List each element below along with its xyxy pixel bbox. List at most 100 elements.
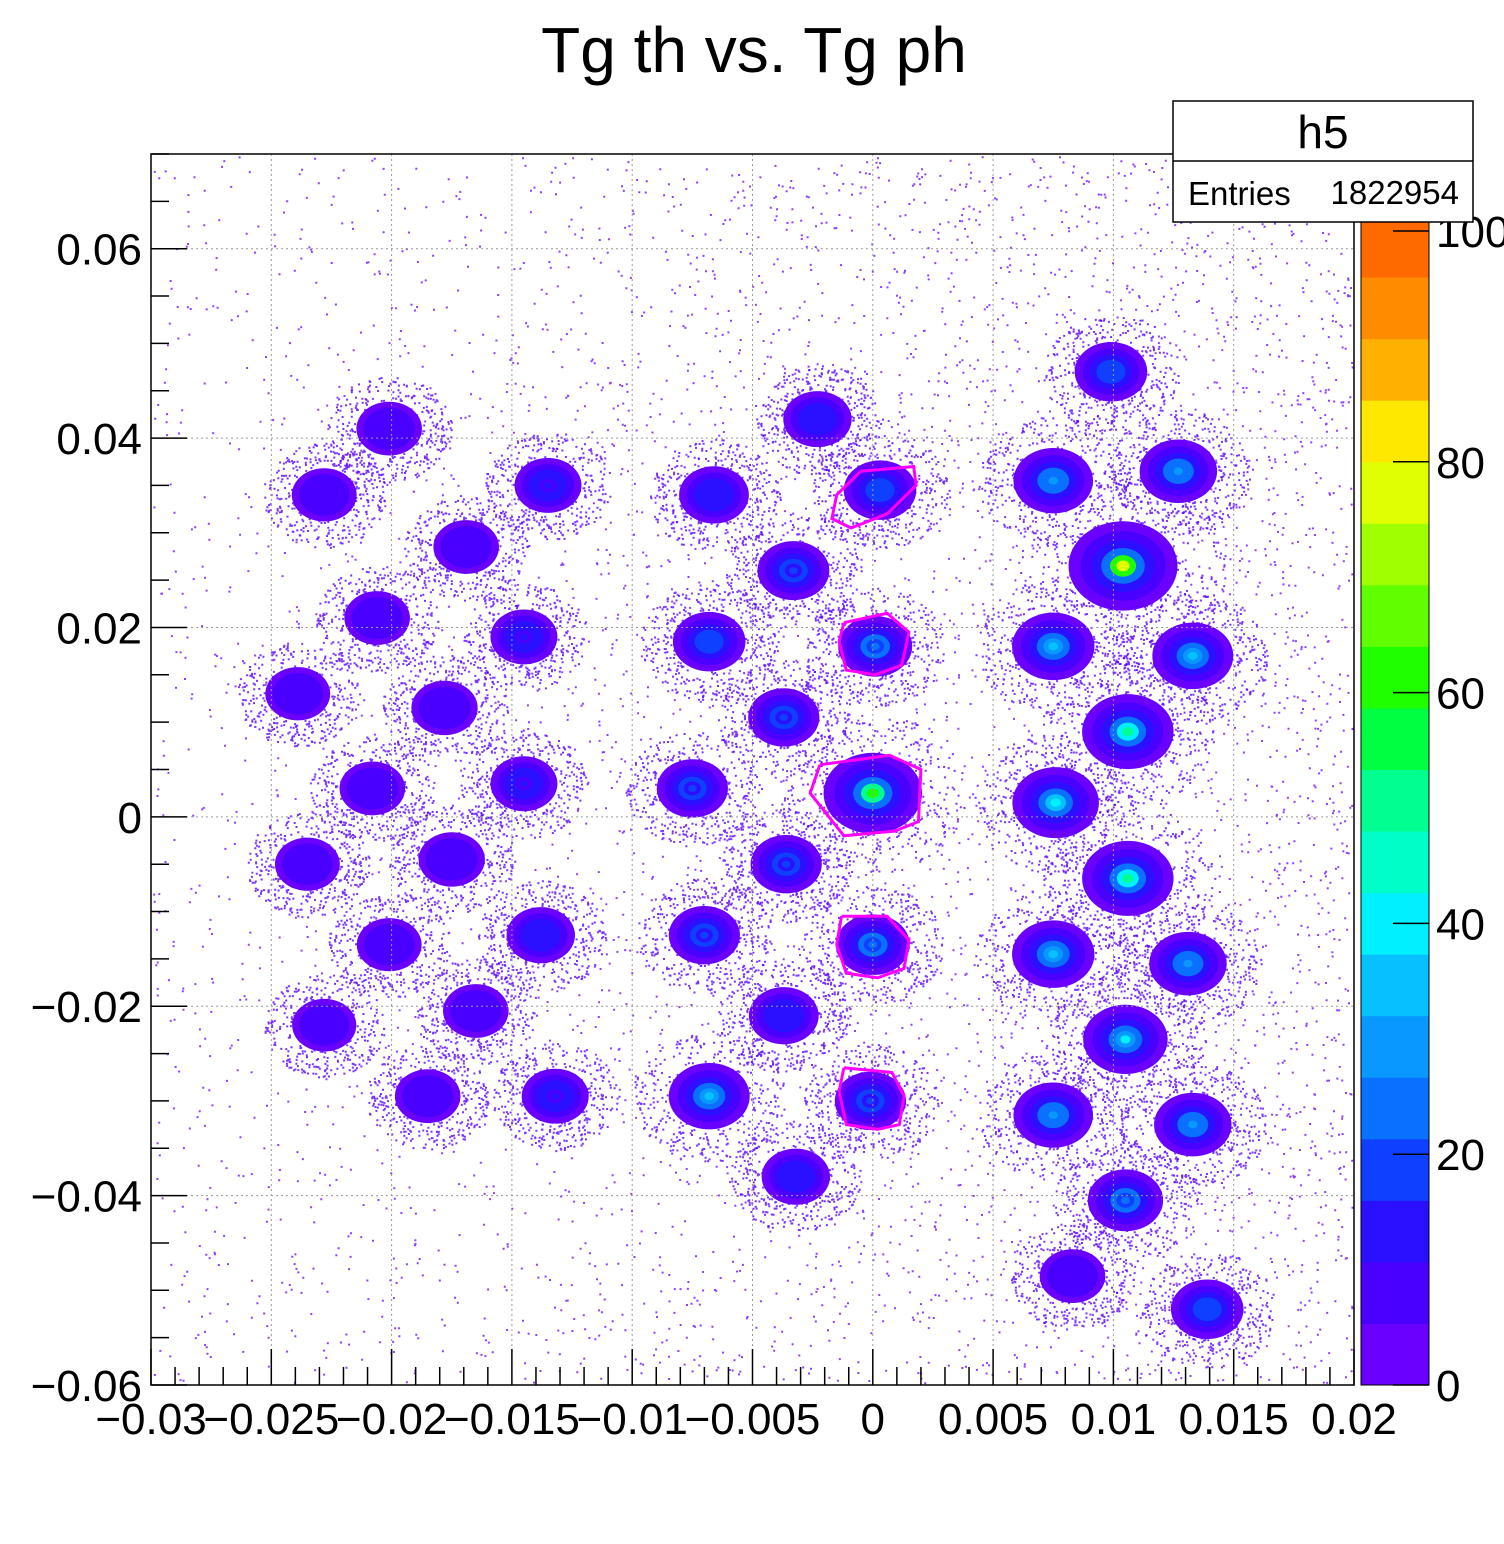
peak-halo — [720, 807, 854, 924]
peak-level — [368, 785, 377, 792]
x-tick-label: −0.01 — [577, 1395, 688, 1444]
y-tick-label: 0.04 — [56, 415, 142, 464]
peak — [1117, 593, 1268, 723]
palette-band — [1361, 1323, 1429, 1386]
peak-level — [779, 713, 789, 721]
peak — [327, 377, 453, 484]
peak — [974, 734, 1140, 873]
peak-level — [779, 1012, 788, 1020]
contour-cut — [837, 611, 911, 677]
x-tick-label: 0.02 — [1311, 1395, 1397, 1444]
peak-halo — [718, 960, 852, 1074]
peak-level — [1048, 476, 1059, 485]
peak — [720, 807, 854, 924]
peak — [328, 894, 451, 998]
x-tick-label: −0.025 — [203, 1395, 339, 1444]
peak-level — [1106, 368, 1116, 376]
x-tick-label: 0.005 — [938, 1395, 1048, 1444]
peak-halo — [978, 417, 1131, 546]
peak — [478, 880, 608, 991]
y-tick-label: −0.06 — [31, 1362, 142, 1411]
peak-halo — [382, 655, 509, 762]
peak-level — [866, 1097, 875, 1105]
peak-level — [373, 614, 382, 622]
peak — [1055, 1139, 1199, 1263]
peak-level — [471, 1007, 480, 1015]
peak — [389, 806, 517, 914]
peak-level — [1048, 1111, 1059, 1120]
peak — [382, 655, 509, 762]
palette-band — [1361, 831, 1429, 894]
palette-band — [1361, 1077, 1429, 1140]
y-tick-label: 0 — [118, 794, 142, 843]
peak-halo — [1043, 317, 1180, 432]
x-tick-label: −0.005 — [685, 1395, 821, 1444]
peak — [650, 438, 782, 552]
peak — [979, 1052, 1129, 1181]
peak — [368, 1045, 490, 1151]
peak — [1020, 481, 1227, 653]
peak — [804, 1043, 940, 1159]
peak — [316, 566, 440, 673]
peak-level — [1050, 798, 1061, 807]
peak-level — [320, 1022, 329, 1029]
chart-title: Tg th vs. Tg ph — [541, 14, 967, 86]
peak-level — [1048, 950, 1059, 959]
peak — [781, 718, 966, 873]
peak-halo — [485, 433, 612, 541]
peak-level — [1120, 1196, 1130, 1205]
peak-level — [462, 543, 471, 551]
x-tick-label: −0.03 — [95, 1395, 206, 1444]
peak-level — [781, 860, 791, 868]
palette-band — [1361, 707, 1429, 770]
peak — [417, 959, 538, 1065]
contour-cut — [830, 464, 918, 530]
peak-level — [704, 1092, 715, 1101]
palette-band — [1361, 769, 1429, 832]
peak-halo — [650, 438, 782, 552]
peak-level — [1122, 873, 1134, 883]
peak-level — [1187, 651, 1198, 660]
peak-halo — [1011, 1224, 1136, 1331]
peak — [812, 433, 951, 550]
peak-halo — [625, 732, 761, 848]
peak — [247, 813, 371, 919]
x-tick-label: 0 — [861, 1395, 885, 1444]
peak — [463, 584, 587, 692]
peak-halo — [327, 377, 453, 484]
peak-level — [543, 482, 553, 489]
peak-level — [870, 642, 880, 651]
peak — [1043, 658, 1215, 806]
peak-level — [1120, 1035, 1131, 1044]
palette-band — [1361, 277, 1429, 340]
peak — [731, 1122, 862, 1232]
peak-level — [1173, 467, 1184, 476]
palette-band — [1361, 1200, 1429, 1263]
peak-halo — [264, 974, 386, 1079]
axis-layer: −0.03−0.025 −0.02 −0.015−0.01−0.005 0 0.005 0… — [31, 153, 1397, 1444]
contour-cut — [808, 753, 923, 838]
peak-level — [320, 491, 329, 499]
peak-level — [385, 941, 394, 948]
palette-band — [1361, 584, 1429, 647]
palette-tick-label: 40 — [1436, 900, 1485, 949]
peak-level — [789, 567, 798, 575]
peak-level — [688, 784, 697, 792]
y-tick-label: −0.04 — [31, 1173, 142, 1222]
peak — [726, 512, 863, 630]
peak-level — [551, 1092, 560, 1100]
stats-box[interactable]: h5 Entries 1822954 — [1172, 100, 1474, 223]
peak-level — [1068, 1272, 1077, 1280]
peak — [485, 433, 612, 541]
contour-layer — [808, 464, 923, 1131]
peak — [1043, 806, 1217, 953]
x-tick-label: −0.015 — [444, 1395, 580, 1444]
y-tick-label: −0.02 — [31, 983, 142, 1032]
palette-band — [1361, 400, 1429, 463]
peak-halo — [806, 587, 945, 708]
peak-halo — [1043, 658, 1215, 806]
stats-entries-value: 1822954 — [1331, 174, 1459, 211]
peak — [718, 660, 851, 777]
peak-halo — [316, 566, 440, 673]
